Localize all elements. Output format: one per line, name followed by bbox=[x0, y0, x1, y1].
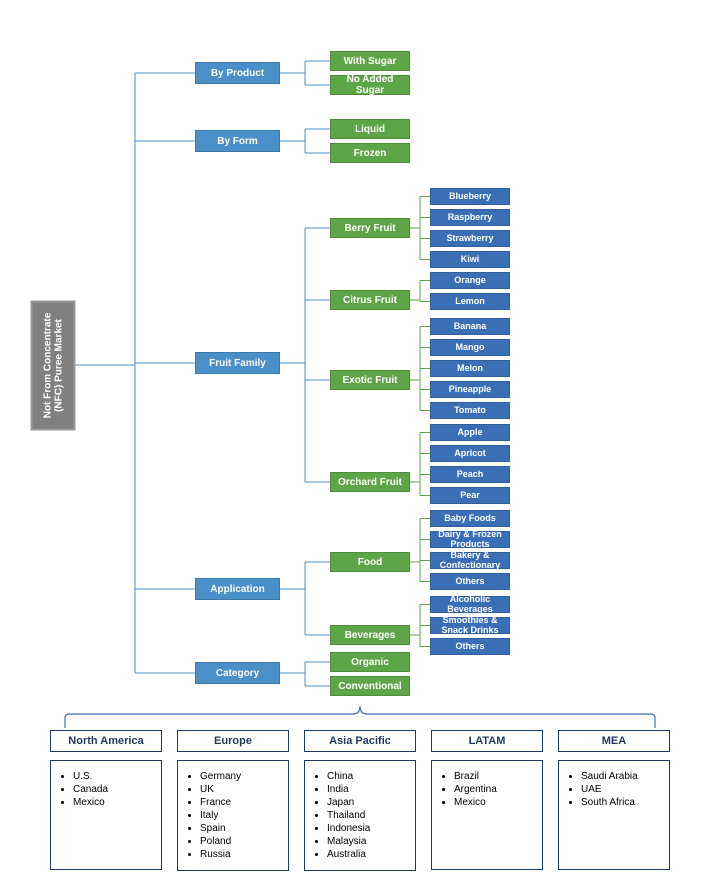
country-item: Malaysia bbox=[327, 836, 409, 847]
l2-liquid: Liquid bbox=[330, 119, 410, 139]
country-item: France bbox=[200, 797, 282, 808]
l3-orchard-3: Pear bbox=[430, 487, 510, 504]
region-head: Europe bbox=[177, 730, 289, 752]
l3-exotic-0: Banana bbox=[430, 318, 510, 335]
region-body: China India Japan Thailand Indonesia Malaysia… bbox=[304, 760, 416, 871]
l2-food: Food bbox=[330, 552, 410, 572]
l3-berry-2: Strawberry bbox=[430, 230, 510, 247]
country-item: Japan bbox=[327, 797, 409, 808]
country-item: Russia bbox=[200, 849, 282, 860]
l2-berry: Berry Fruit bbox=[330, 218, 410, 238]
country-item: Thailand bbox=[327, 810, 409, 821]
country-item: Canada bbox=[73, 784, 155, 795]
l3-beverages-0: Alcoholic Beverages bbox=[430, 596, 510, 613]
country-item: China bbox=[327, 771, 409, 782]
l3-orchard-0: Apple bbox=[430, 424, 510, 441]
region-asia-pacific: Asia Pacific China India Japan Thailand Indon… bbox=[304, 730, 416, 871]
l3-food-3: Others bbox=[430, 573, 510, 590]
region-latam: LATAM Brazil Argentina Mexico bbox=[431, 730, 543, 871]
country-item: Italy bbox=[200, 810, 282, 821]
l1-application: Application bbox=[195, 578, 280, 600]
region-mea: MEA Saudi Arabia UAE South Africa bbox=[558, 730, 670, 871]
region-head: MEA bbox=[558, 730, 670, 752]
region-europe: Europe Germany UK France Italy Spain Poland Rus… bbox=[177, 730, 289, 871]
l2-orchard: Orchard Fruit bbox=[330, 472, 410, 492]
l3-exotic-2: Melon bbox=[430, 360, 510, 377]
l1-category: Category bbox=[195, 662, 280, 684]
l3-exotic-3: Pineapple bbox=[430, 381, 510, 398]
l3-exotic-4: Tomato bbox=[430, 402, 510, 419]
country-item: Germany bbox=[200, 771, 282, 782]
region-body: Germany UK France Italy Spain Poland Russia bbox=[177, 760, 289, 871]
l3-food-1: Dairy & Frozen Products bbox=[430, 531, 510, 548]
country-item: Poland bbox=[200, 836, 282, 847]
country-item: Brazil bbox=[454, 771, 536, 782]
l2-frozen: Frozen bbox=[330, 143, 410, 163]
country-item: Argentina bbox=[454, 784, 536, 795]
region-head: LATAM bbox=[431, 730, 543, 752]
l3-berry-0: Blueberry bbox=[430, 188, 510, 205]
country-item: Australia bbox=[327, 849, 409, 860]
l2-citrus: Citrus Fruit bbox=[330, 290, 410, 310]
country-item: Indonesia bbox=[327, 823, 409, 834]
l2-with_sugar: With Sugar bbox=[330, 51, 410, 71]
l2-organic: Organic bbox=[330, 652, 410, 672]
country-item: UAE bbox=[581, 784, 663, 795]
country-item: Spain bbox=[200, 823, 282, 834]
l3-orchard-1: Apricot bbox=[430, 445, 510, 462]
l3-beverages-2: Others bbox=[430, 638, 510, 655]
country-item: Mexico bbox=[73, 797, 155, 808]
region-head: North America bbox=[50, 730, 162, 752]
region-head: Asia Pacific bbox=[304, 730, 416, 752]
l3-citrus-0: Orange bbox=[430, 272, 510, 289]
country-item: South Africa bbox=[581, 797, 663, 808]
root-node: Not From Concentrate (NFC) Puree Market bbox=[30, 300, 75, 430]
l2-beverages: Beverages bbox=[330, 625, 410, 645]
region-body: Brazil Argentina Mexico bbox=[431, 760, 543, 870]
l2-no_sugar: No Added Sugar bbox=[330, 75, 410, 95]
l3-beverages-1: Smoothies & Snack Drinks bbox=[430, 617, 510, 634]
country-item: Saudi Arabia bbox=[581, 771, 663, 782]
l3-orchard-2: Peach bbox=[430, 466, 510, 483]
region-body: U.S. Canada Mexico bbox=[50, 760, 162, 870]
l3-citrus-1: Lemon bbox=[430, 293, 510, 310]
l3-berry-1: Raspberry bbox=[430, 209, 510, 226]
country-item: India bbox=[327, 784, 409, 795]
l3-exotic-1: Mango bbox=[430, 339, 510, 356]
l3-food-2: Bakery & Confectionary bbox=[430, 552, 510, 569]
country-item: UK bbox=[200, 784, 282, 795]
country-item: Mexico bbox=[454, 797, 536, 808]
country-item: U.S. bbox=[73, 771, 155, 782]
l2-exotic: Exotic Fruit bbox=[330, 370, 410, 390]
region-north-america: North America U.S. Canada Mexico bbox=[50, 730, 162, 871]
l1-fruit_family: Fruit Family bbox=[195, 352, 280, 374]
l1-by_form: By Form bbox=[195, 130, 280, 152]
l3-berry-3: Kiwi bbox=[430, 251, 510, 268]
l1-by_product: By Product bbox=[195, 62, 280, 84]
l3-food-0: Baby Foods bbox=[430, 510, 510, 527]
region-body: Saudi Arabia UAE South Africa bbox=[558, 760, 670, 870]
l2-conventional: Conventional bbox=[330, 676, 410, 696]
